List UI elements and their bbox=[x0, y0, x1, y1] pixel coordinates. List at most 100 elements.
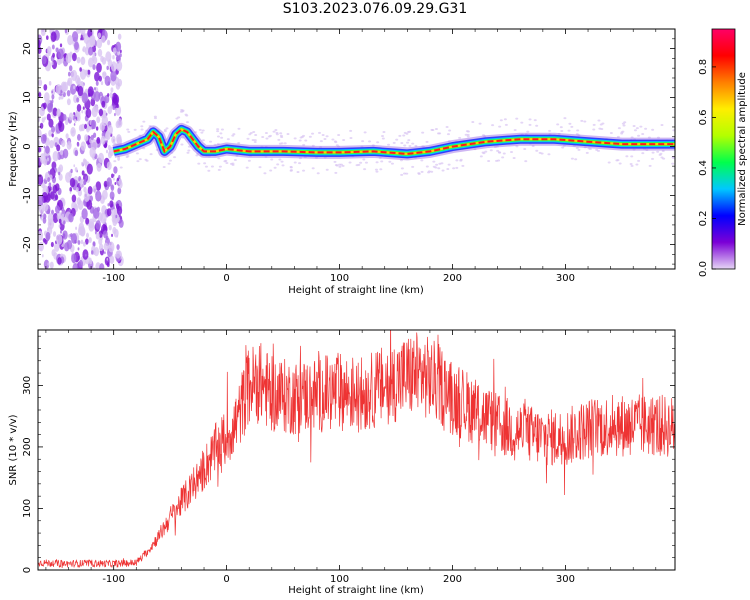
noise-speck bbox=[112, 47, 117, 54]
ridge-halo-speck bbox=[400, 167, 404, 170]
noise-speck bbox=[83, 180, 86, 186]
ridge-halo-speck bbox=[466, 135, 470, 138]
ridge-halo-speck bbox=[311, 132, 315, 135]
ridge-halo-speck bbox=[337, 133, 341, 136]
noise-speck bbox=[43, 158, 48, 166]
noise-speck bbox=[85, 232, 90, 239]
colorbar-ticks: 0.0 0.2 0.4 0.6 0.8 bbox=[698, 59, 716, 277]
ridge-halo-speck bbox=[153, 115, 157, 118]
ridge-halo-speck bbox=[113, 160, 117, 163]
noise-speck bbox=[108, 241, 115, 253]
noise-speck bbox=[57, 48, 64, 60]
ridge-halo-speck bbox=[325, 168, 329, 171]
noise-speck bbox=[43, 84, 48, 91]
noise-speck bbox=[54, 194, 59, 201]
ridge-halo-speck bbox=[406, 141, 410, 144]
ridge-halo-speck bbox=[430, 170, 434, 173]
noise-speck bbox=[83, 186, 87, 193]
noise-speck bbox=[71, 52, 77, 62]
noise-speck bbox=[70, 69, 78, 82]
ridge-halo-speck bbox=[162, 165, 166, 168]
colorbar-bar bbox=[711, 28, 736, 270]
noise-speck bbox=[51, 94, 55, 100]
noise-speck bbox=[62, 230, 68, 240]
noise-speck bbox=[59, 43, 63, 48]
ridge-halo-speck bbox=[197, 162, 201, 165]
ridge-halo-speck bbox=[411, 142, 415, 145]
noise-speck bbox=[109, 255, 115, 264]
noise-speck bbox=[105, 149, 109, 154]
ridge-halo-speck bbox=[650, 157, 654, 160]
y-tick-label: -20 bbox=[22, 236, 33, 252]
ridge-halo-speck bbox=[200, 131, 204, 134]
noise-speck bbox=[110, 70, 117, 82]
noise-speck bbox=[106, 39, 111, 46]
ridge-halo-speck bbox=[204, 165, 208, 168]
ridge-halo-speck bbox=[498, 151, 502, 154]
noise-speck bbox=[40, 216, 43, 221]
noise-speck bbox=[64, 29, 68, 34]
noise-speck bbox=[98, 237, 103, 246]
noise-speck bbox=[119, 53, 122, 58]
noise-speck bbox=[45, 232, 51, 241]
ridge-halo-speck bbox=[510, 150, 514, 153]
ridge-halo-speck bbox=[484, 150, 488, 153]
ridge-halo-speck bbox=[335, 164, 339, 167]
noise-speck bbox=[80, 81, 84, 87]
ridge-halo-speck bbox=[656, 150, 660, 153]
noise-speck bbox=[99, 122, 105, 132]
noise-speck bbox=[117, 50, 120, 56]
noise-speck bbox=[88, 237, 92, 243]
ridge-halo-speck bbox=[601, 122, 605, 125]
noise-speck bbox=[89, 146, 96, 159]
ridge-halo-speck bbox=[216, 128, 220, 131]
noise-speck bbox=[65, 133, 69, 139]
ridge-halo-speck bbox=[289, 169, 293, 172]
noise-speck bbox=[107, 59, 113, 67]
ridge-halo-speck bbox=[133, 128, 137, 131]
noise-speck bbox=[79, 67, 82, 72]
noise-speck bbox=[81, 92, 88, 104]
ridge-halo-speck bbox=[427, 170, 431, 173]
noise-speck bbox=[83, 191, 90, 203]
ridge-halo-speck bbox=[526, 130, 530, 133]
ridge-halo-speck bbox=[405, 172, 409, 175]
ridge-halo-speck bbox=[671, 162, 675, 165]
ridge-halo-speck bbox=[561, 146, 565, 149]
ridge-halo-speck bbox=[207, 169, 211, 172]
noise-speck bbox=[67, 34, 74, 46]
ridge-halo-speck bbox=[362, 158, 366, 161]
noise-speck bbox=[106, 257, 109, 261]
noise-speck bbox=[56, 109, 61, 117]
spectrogram-x-axis-title: Height of straight line (km) bbox=[288, 285, 424, 296]
noise-speck bbox=[102, 189, 108, 200]
ridge-halo-speck bbox=[279, 132, 283, 135]
noise-speck bbox=[84, 134, 89, 142]
noise-speck bbox=[38, 54, 42, 59]
ridge-halo-speck bbox=[392, 141, 396, 144]
y-tick-label: 200 bbox=[22, 437, 33, 456]
noise-speck bbox=[38, 39, 41, 49]
colorbar-tick-label: 0.0 bbox=[698, 261, 709, 277]
ridge-halo-speck bbox=[246, 137, 250, 140]
noise-speck bbox=[48, 118, 54, 128]
ridge-halo-speck bbox=[381, 134, 385, 137]
noise-speck bbox=[116, 234, 119, 238]
noise-speck bbox=[47, 218, 55, 230]
noise-speck bbox=[109, 200, 114, 208]
noise-speck bbox=[95, 126, 99, 131]
ridge-halo-speck bbox=[281, 164, 285, 167]
ridge-halo-speck bbox=[185, 114, 189, 117]
ridge-halo-speck bbox=[270, 158, 274, 161]
ridge-halo-speck bbox=[570, 157, 574, 160]
noise-speck bbox=[119, 49, 122, 54]
noise-speck bbox=[46, 157, 50, 162]
ridge-halo-speck bbox=[382, 131, 386, 134]
noise-speck bbox=[39, 122, 44, 129]
noise-speck bbox=[62, 148, 69, 159]
ridge-halo-speck bbox=[478, 122, 482, 125]
ridge-halo-speck bbox=[167, 162, 171, 165]
x-tick-label: -100 bbox=[102, 574, 125, 585]
noise-speck bbox=[69, 177, 76, 188]
